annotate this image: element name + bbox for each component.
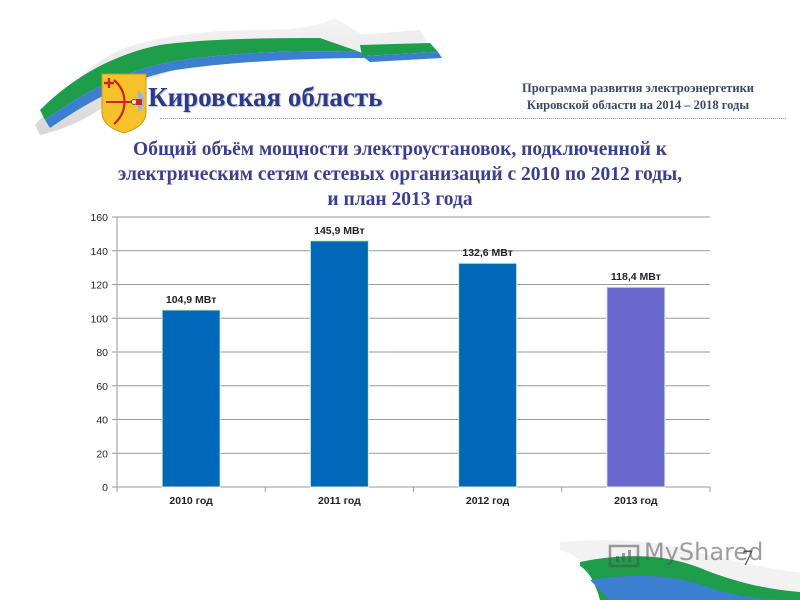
bar-data-label: 132,6 МВт — [462, 247, 513, 259]
bar-data-label: 104,9 МВт — [166, 294, 217, 306]
header-divider — [160, 118, 786, 119]
slide-title-line1: Общий объём мощности электроустановок, п… — [133, 139, 667, 160]
bar-2012-год — [458, 262, 518, 488]
bar-2011-год — [309, 240, 369, 488]
myshared-logo-icon — [608, 544, 640, 568]
y-tick-label: 60 — [96, 381, 108, 393]
x-category-label: 2012 год — [466, 495, 510, 507]
y-tick-label: 0 — [102, 482, 108, 494]
chart-bars: 104,9 МВт 145,9 МВт 132,6 МВт 118,4 МВт — [161, 225, 666, 488]
y-tick-label: 120 — [90, 280, 108, 292]
y-tick-label: 140 — [90, 246, 108, 258]
y-tick-label: 80 — [96, 347, 108, 359]
y-axis-ticks: 0 20 40 60 80 100 120 140 160 — [90, 212, 117, 494]
y-tick-label: 40 — [96, 415, 108, 427]
bar-2013-год — [606, 286, 666, 488]
y-tick-label: 160 — [90, 212, 108, 224]
program-title-line2: Кировской области на 2014 – 2018 годы — [526, 98, 750, 112]
region-title: Кировская область — [148, 82, 383, 112]
slide-title-line2: электрическим сетям сетевых организаций … — [117, 164, 683, 185]
y-tick-label: 20 — [96, 448, 108, 460]
x-category-label: 2011 год — [318, 495, 361, 507]
bar-data-label: 118,4 МВт — [611, 271, 661, 283]
x-category-label: 2010 год — [169, 495, 213, 507]
watermark-text: MyShared — [644, 538, 764, 566]
page-number: 7 — [742, 545, 753, 570]
bar-data-label: 145,9 МВт — [314, 225, 365, 237]
x-axis: 2010 год 2011 год 2012 год 2013 год — [116, 217, 711, 507]
program-title: Программа развития электроэнергетики Кир… — [500, 80, 776, 114]
coat-of-arms-kirov-icon — [101, 73, 147, 134]
program-title-line1: Программа развития электроэнергетики — [521, 81, 755, 95]
bar-2010-год — [161, 309, 221, 488]
slide-title-line3: и план 2013 года — [327, 189, 473, 210]
slide-title: Общий объём мощности электроустановок, п… — [60, 137, 740, 212]
y-tick-label: 100 — [90, 313, 108, 325]
x-category-label: 2013 год — [614, 495, 658, 507]
